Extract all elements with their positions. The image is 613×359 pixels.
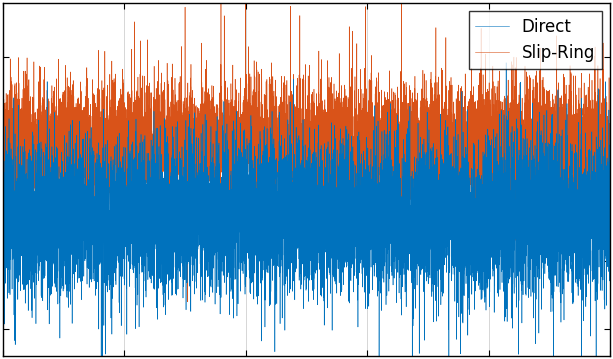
Direct bbox=[606, 178, 613, 183]
Slip-Ring bbox=[25, 144, 32, 148]
Direct bbox=[0, 257, 7, 261]
Direct bbox=[118, 249, 126, 253]
Slip-Ring bbox=[118, 143, 126, 148]
Legend: Direct, Slip-Ring: Direct, Slip-Ring bbox=[468, 11, 602, 69]
Line: Direct: Direct bbox=[3, 63, 610, 359]
Slip-Ring bbox=[574, 183, 582, 188]
Direct bbox=[574, 234, 582, 238]
Direct bbox=[25, 177, 32, 181]
Slip-Ring bbox=[36, 162, 43, 167]
Slip-Ring bbox=[0, 166, 7, 170]
Direct bbox=[2, 216, 9, 220]
Slip-Ring bbox=[2, 169, 9, 173]
Direct bbox=[503, 61, 510, 65]
Direct bbox=[36, 181, 43, 185]
Slip-Ring bbox=[184, 300, 191, 304]
Slip-Ring bbox=[296, 13, 303, 18]
Direct bbox=[296, 211, 303, 215]
Line: Slip-Ring: Slip-Ring bbox=[3, 0, 610, 302]
Slip-Ring bbox=[606, 127, 613, 131]
